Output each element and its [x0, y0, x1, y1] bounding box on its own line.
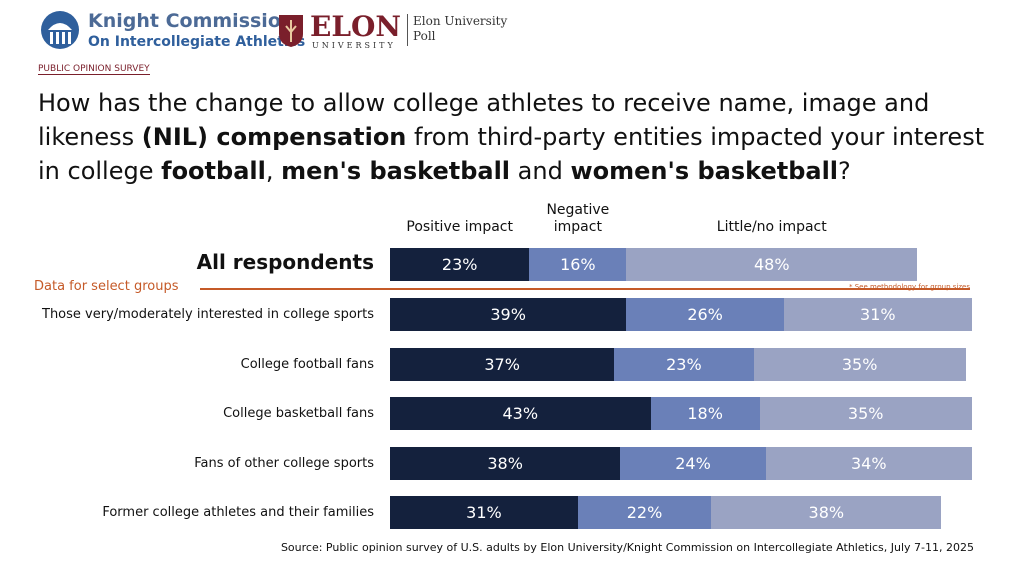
value-label: 31% — [860, 305, 896, 324]
value-label: 43% — [502, 404, 539, 424]
group-divider — [200, 288, 970, 290]
bar-segment: 18% — [650, 397, 760, 431]
value-label: 35% — [847, 404, 884, 424]
bar-segment: 43% — [390, 397, 651, 431]
legend-header: Negative impact — [546, 202, 610, 235]
value-label: 23% — [441, 255, 478, 274]
title-run: ? — [838, 157, 851, 185]
bar-segment: 23% — [390, 248, 530, 281]
bar-segment: 22% — [577, 496, 712, 530]
value-label: 38% — [487, 453, 523, 473]
logo-text: On Intercollegiate Athletics — [88, 34, 306, 50]
category-label: College football fans — [240, 356, 374, 372]
bar-segment: 35% — [753, 347, 966, 381]
title-run: (NIL) compensation — [141, 123, 407, 151]
value-label: 18% — [687, 404, 723, 424]
bar-segment: 16% — [529, 248, 627, 281]
category-label: College basketball fans — [223, 406, 374, 422]
value-label: 37% — [484, 354, 520, 374]
title-run: from third-party entities impacted your … — [38, 123, 985, 185]
logo-text: Knight Commission — [88, 10, 295, 32]
bar-segment: 48% — [626, 248, 918, 281]
elon-shield — [279, 15, 303, 47]
divider — [407, 14, 408, 46]
logo-text: UNIVERSITY — [312, 41, 396, 50]
bar-segment: 24% — [620, 446, 766, 480]
legend-header: Little/no impact — [716, 219, 827, 235]
value-label: 26% — [687, 305, 723, 324]
category-label: Fans of other college sports — [194, 455, 374, 471]
bar-segment: 31% — [390, 496, 578, 530]
bar-segment: 34% — [765, 446, 972, 480]
title-run: men's basketball — [281, 157, 511, 185]
bar-segment: 26% — [626, 298, 784, 331]
value-label: 16% — [560, 255, 596, 274]
bar-segment: 39% — [390, 298, 627, 331]
title-run: How has the change to allow college athl… — [38, 89, 930, 151]
bar-segment: 35% — [759, 397, 972, 431]
group-label: Data for select groups — [34, 279, 183, 294]
chart-title: How has the change to allow college athl… — [38, 86, 988, 188]
legend-header: Positive impact — [406, 219, 513, 235]
title-run: and — [510, 157, 571, 185]
value-label: 38% — [808, 503, 845, 523]
bar-segment: 38% — [711, 496, 942, 530]
logo-text: ELON — [310, 10, 402, 43]
value-label: 35% — [841, 354, 878, 374]
title-run: women's basketball — [570, 157, 839, 185]
category-label: All respondents — [196, 249, 374, 274]
category-label: Former college athletes and their famili… — [102, 505, 374, 521]
bar-segment: 31% — [783, 298, 972, 331]
kicker: PUBLIC OPINION SURVEY — [38, 64, 150, 75]
value-label: 48% — [753, 255, 790, 274]
logo-text: Elon University — [413, 14, 508, 28]
knight-logo-icon — [41, 11, 79, 49]
bar-segment: 38% — [390, 446, 621, 480]
value-label: 31% — [466, 503, 502, 523]
value-label: 23% — [666, 354, 702, 374]
title-run: , — [265, 157, 282, 185]
source: Source: Public opinion survey of U.S. ad… — [280, 541, 974, 554]
bar-segment: 23% — [614, 347, 754, 381]
note: * See methodology for group sizes — [849, 283, 970, 291]
category-label: Those very/moderately interested in coll… — [42, 307, 374, 322]
logo-text: Poll — [413, 29, 436, 43]
value-label: 34% — [850, 453, 887, 473]
title-run: football — [161, 157, 266, 185]
bar-segment: 37% — [390, 347, 615, 381]
value-label: 22% — [626, 503, 663, 523]
value-label: 24% — [675, 453, 711, 473]
value-label: 39% — [490, 305, 526, 324]
